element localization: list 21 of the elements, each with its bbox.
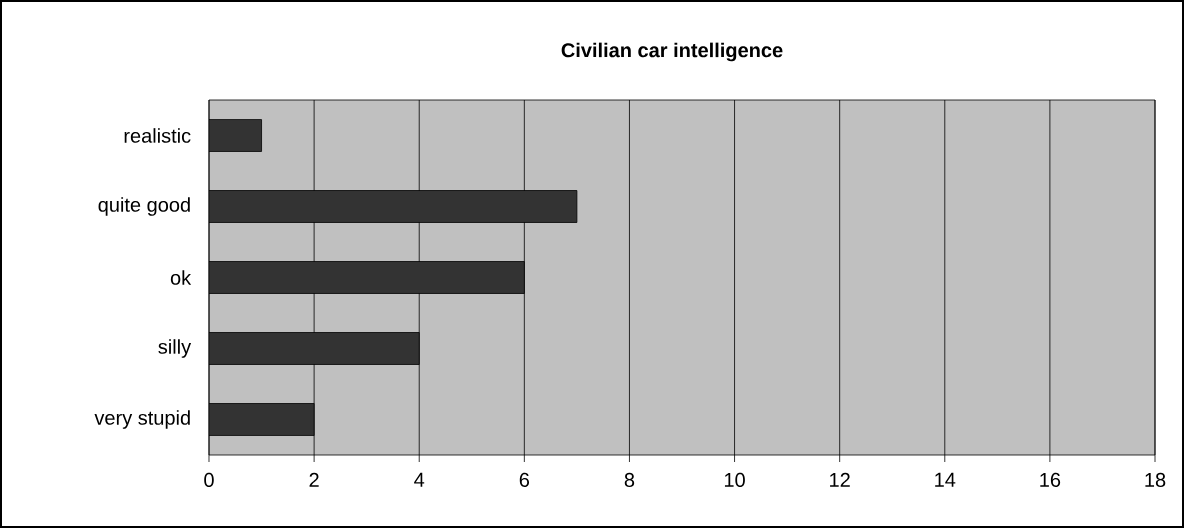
y-tick-label: very stupid — [94, 410, 190, 429]
x-tick-label: 10 — [724, 472, 745, 488]
y-tick-label: realistic — [124, 128, 191, 143]
bar — [209, 261, 525, 294]
x-tick-label: 12 — [830, 472, 850, 487]
x-tick-label: 2 — [309, 472, 319, 487]
x-tick-label: 4 — [414, 472, 425, 487]
x-tick-label: 8 — [624, 472, 635, 488]
bar — [209, 119, 262, 152]
y-tick-label: quite good — [98, 197, 190, 216]
y-tick-label: ok — [170, 270, 192, 285]
y-tick-label: silly — [158, 339, 192, 358]
x-tick-label: 6 — [519, 472, 530, 488]
bar — [209, 190, 578, 223]
x-tick-label: 14 — [935, 472, 956, 487]
bar — [209, 403, 315, 436]
x-tick-label: 16 — [1040, 472, 1061, 488]
chart-title: Civilian car intelligence — [561, 42, 783, 62]
x-tick-label: 18 — [1145, 472, 1166, 488]
x-tick-label: 0 — [204, 472, 214, 488]
bar — [209, 332, 420, 365]
